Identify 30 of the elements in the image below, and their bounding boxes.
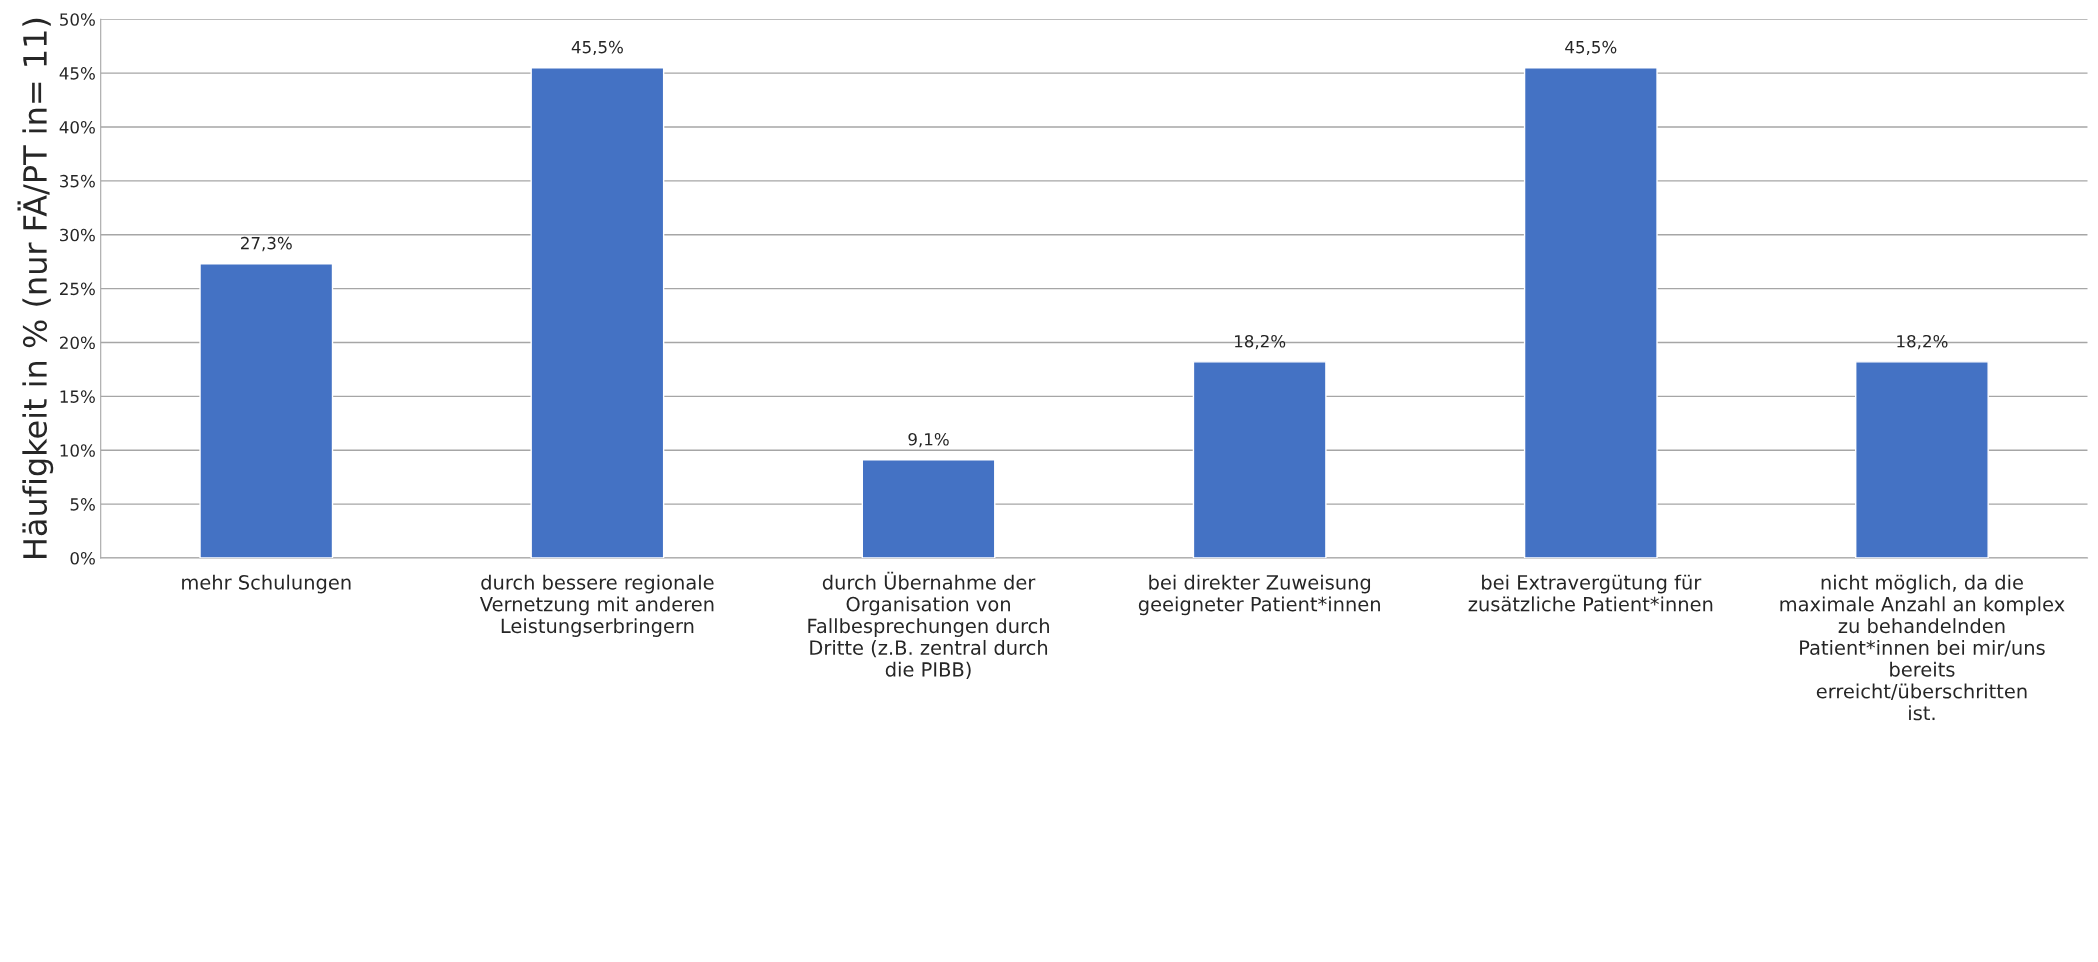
data-label: 45,5% — [1565, 40, 1617, 56]
y-axis-title: Häufigkeit in % (nur FÄ/PT in= 11) — [17, 18, 54, 558]
bar — [1192, 361, 1327, 558]
data-label: 18,2% — [1235, 334, 1286, 350]
y-tick-label: 10% — [60, 444, 95, 457]
y-tick-label: 20% — [60, 336, 95, 350]
bar — [199, 263, 334, 558]
y-tick-label: 25% — [60, 282, 95, 296]
x-tick-label: bei direkter Zuweisung geeigneter Patient*innen — [1138, 574, 1380, 616]
y-tick-label: 0% — [70, 551, 95, 565]
x-tick-label: nicht möglich, da die maximale Anzahl an komplex zu behandelnden Patient*innen bei mir/uns bereits erreicht/überschritten ist. — [1780, 574, 2065, 721]
bar — [861, 459, 996, 558]
x-tick-label: mehr Schulungen — [182, 574, 351, 594]
x-tick-label: bei Extravergütung für zusätzliche Patient*innen — [1468, 574, 1713, 612]
bar — [530, 67, 665, 558]
x-tick-label: durch Übernahme der Organisation von Fallbesprechungen durch Dritte (z.B. zentral durch die PIBB) — [808, 571, 1049, 680]
y-tick-label: 50% — [60, 13, 95, 26]
bar — [1523, 67, 1658, 558]
x-tick-label: durch bessere regionale Vernetzung mit anderen Leistungserbringern — [479, 574, 714, 637]
y-tick-label: 45% — [59, 67, 95, 80]
data-label: 45,5% — [571, 40, 623, 56]
data-label: 9,1% — [908, 432, 949, 448]
bar — [1855, 361, 1989, 558]
y-tick-label: 35% — [60, 174, 95, 188]
data-label: 27,3% — [241, 236, 292, 252]
y-tick-label: 15% — [60, 390, 95, 403]
y-tick-label: 5% — [70, 498, 95, 511]
y-tick-label: 30% — [60, 228, 95, 242]
y-tick-label: 40% — [59, 120, 95, 134]
data-label: 18,2% — [1897, 334, 1948, 350]
